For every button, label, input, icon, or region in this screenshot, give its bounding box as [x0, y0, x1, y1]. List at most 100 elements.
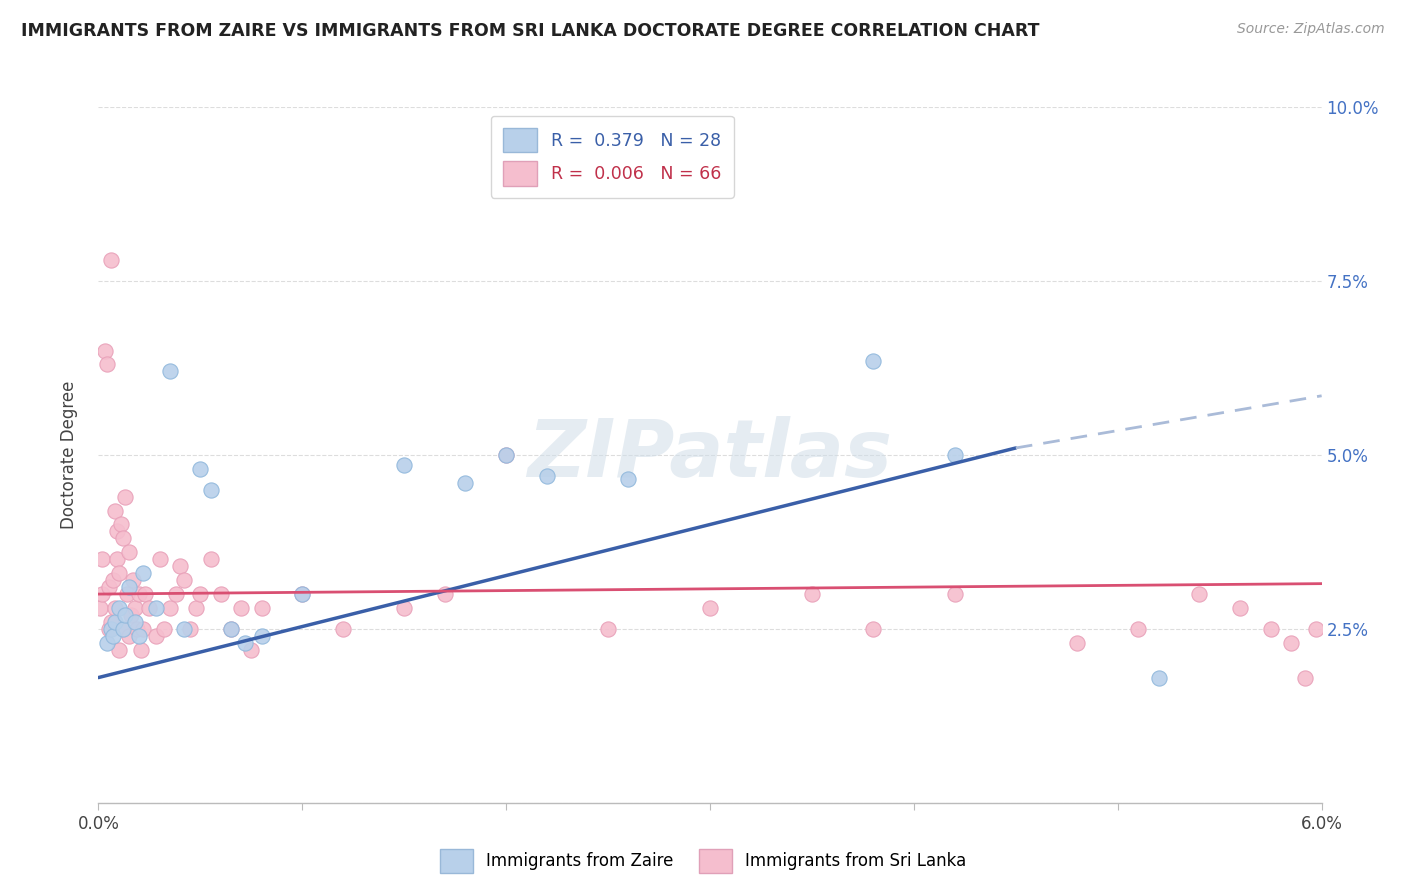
- Point: [159, 364, 181, 378]
- Point: [118, 629, 141, 643]
- Point: [1260, 622, 1282, 636]
- Point: [108, 566, 131, 581]
- Point: [91, 552, 114, 566]
- Point: [129, 642, 152, 657]
- Text: ZIPatlas: ZIPatlas: [527, 416, 893, 494]
- Point: [699, 601, 721, 615]
- Point: [93, 343, 115, 358]
- Point: [91, 587, 114, 601]
- Point: [145, 601, 167, 615]
- Point: [392, 601, 416, 615]
- Point: [108, 601, 131, 615]
- Point: [801, 587, 824, 601]
- Point: [186, 601, 208, 615]
- Point: [188, 587, 212, 601]
- Point: [118, 545, 141, 559]
- Point: [104, 615, 127, 629]
- Point: [1229, 601, 1251, 615]
- Point: [152, 622, 174, 636]
- Legend: Immigrants from Zaire, Immigrants from Sri Lanka: Immigrants from Zaire, Immigrants from S…: [433, 842, 973, 880]
- Point: [250, 629, 273, 643]
- Point: [173, 573, 195, 587]
- Point: [219, 622, 242, 636]
- Point: [219, 622, 242, 636]
- Point: [536, 468, 558, 483]
- Point: [149, 552, 172, 566]
- Text: Source: ZipAtlas.com: Source: ZipAtlas.com: [1237, 22, 1385, 37]
- Point: [111, 622, 134, 636]
- Point: [134, 587, 156, 601]
- Point: [89, 601, 111, 615]
- Point: [127, 622, 149, 636]
- Point: [101, 629, 124, 643]
- Point: [1188, 587, 1211, 601]
- Point: [159, 601, 181, 615]
- Point: [100, 253, 122, 268]
- Point: [100, 622, 122, 636]
- Point: [122, 573, 145, 587]
- Point: [110, 517, 132, 532]
- Point: [124, 601, 146, 615]
- Point: [291, 587, 314, 601]
- Point: [145, 629, 167, 643]
- Point: [104, 601, 127, 615]
- Point: [124, 615, 146, 629]
- Point: [943, 587, 966, 601]
- Point: [128, 629, 150, 643]
- Point: [111, 532, 134, 546]
- Point: [229, 601, 253, 615]
- Point: [97, 580, 120, 594]
- Point: [96, 358, 118, 372]
- Point: [332, 622, 354, 636]
- Point: [188, 462, 212, 476]
- Point: [165, 587, 187, 601]
- Point: [240, 642, 263, 657]
- Point: [114, 490, 136, 504]
- Point: [617, 472, 640, 486]
- Point: [1279, 636, 1302, 650]
- Y-axis label: Doctorate Degree: Doctorate Degree: [59, 381, 77, 529]
- Point: [1294, 671, 1316, 685]
- Point: [209, 587, 232, 601]
- Text: IMMIGRANTS FROM ZAIRE VS IMMIGRANTS FROM SRI LANKA DOCTORATE DEGREE CORRELATION : IMMIGRANTS FROM ZAIRE VS IMMIGRANTS FROM…: [21, 22, 1039, 40]
- Point: [111, 622, 134, 636]
- Point: [114, 607, 136, 622]
- Point: [173, 622, 195, 636]
- Point: [250, 601, 273, 615]
- Point: [179, 622, 201, 636]
- Point: [1147, 671, 1170, 685]
- Legend: R =  0.379   N = 28, R =  0.006   N = 66: R = 0.379 N = 28, R = 0.006 N = 66: [491, 116, 734, 198]
- Point: [943, 448, 966, 462]
- Point: [128, 587, 150, 601]
- Point: [105, 524, 128, 539]
- Point: [291, 587, 314, 601]
- Point: [101, 573, 124, 587]
- Point: [233, 636, 256, 650]
- Point: [132, 566, 155, 581]
- Point: [118, 580, 141, 594]
- Point: [169, 559, 191, 574]
- Point: [1126, 622, 1149, 636]
- Point: [120, 607, 142, 622]
- Point: [1305, 622, 1327, 636]
- Point: [495, 448, 517, 462]
- Point: [596, 622, 619, 636]
- Point: [104, 503, 127, 517]
- Point: [96, 636, 118, 650]
- Point: [200, 552, 222, 566]
- Point: [108, 642, 131, 657]
- Point: [862, 354, 884, 368]
- Point: [115, 587, 138, 601]
- Point: [138, 601, 160, 615]
- Point: [97, 622, 120, 636]
- Point: [100, 615, 122, 629]
- Point: [200, 483, 222, 497]
- Point: [132, 622, 155, 636]
- Point: [1066, 636, 1088, 650]
- Point: [495, 448, 517, 462]
- Point: [862, 622, 884, 636]
- Point: [392, 458, 416, 473]
- Point: [433, 587, 456, 601]
- Point: [105, 552, 128, 566]
- Point: [454, 475, 477, 490]
